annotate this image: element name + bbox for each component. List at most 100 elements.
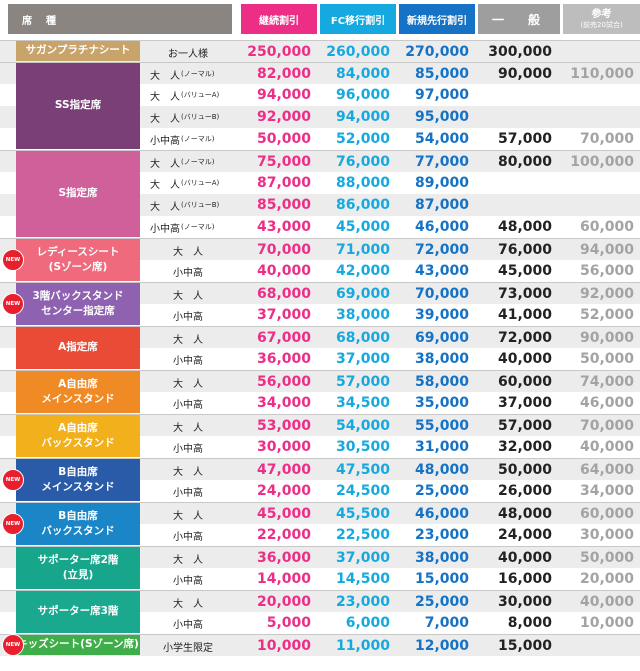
ticket-category: 小中高: [136, 392, 240, 414]
price-fc-transfer: 11,000: [335, 638, 390, 654]
price-reference: [563, 635, 634, 657]
table-row: 小中高 34,000 34,500 35,000 37,000 46,000: [0, 392, 640, 414]
price-fc-transfer: 76,000: [335, 154, 390, 170]
table-row: 小中高 14,000 14,500 15,000 16,000 20,000: [0, 568, 640, 590]
table-row: 大 人 36,000 37,000 38,000 40,000 50,000: [0, 546, 640, 568]
ticket-category: 小中高: [136, 304, 240, 326]
header-fc-transfer-discount: FC移行割引: [320, 4, 396, 34]
price-fc-transfer: 37,000: [335, 550, 390, 566]
price-reference: [563, 84, 634, 106]
price-continuing: 30,000: [256, 439, 311, 455]
ticket-category: 大 人 (バリューA): [136, 84, 240, 106]
seat-type-label: SS指定席: [16, 63, 140, 149]
seat-type-name: SS指定席: [54, 99, 102, 112]
price-continuing: 37,000: [256, 307, 311, 323]
price-fc-transfer: 22,500: [335, 527, 390, 543]
price-fc-transfer: 84,000: [335, 66, 390, 82]
seat-type-name: センター指定席: [41, 305, 115, 317]
price-fc-transfer: 68,000: [335, 330, 390, 346]
price-fc-transfer: 34,500: [335, 395, 390, 411]
seat-type-label: レディースシート (Sゾーン席): [16, 239, 140, 281]
ticket-category: 大 人: [136, 591, 240, 613]
price-new-advance: 85,000: [414, 66, 469, 82]
price-general: 41,000: [497, 307, 552, 323]
price-general: 60,000: [497, 374, 552, 390]
ticket-category-name: 小中高: [173, 443, 203, 455]
table-row: 小中高 40,000 42,000 43,000 45,000 56,000: [0, 260, 640, 282]
ticket-category-name: 大 人: [173, 422, 203, 434]
price-new-advance: 55,000: [414, 418, 469, 434]
price-new-advance: 72,000: [414, 242, 469, 258]
table-row: 小中高 37,000 38,000 39,000 41,000 52,000: [0, 304, 640, 326]
ticket-category-name: 小中高: [173, 575, 203, 587]
price-continuing: 36,000: [256, 351, 311, 367]
price-new-advance: 25,000: [414, 594, 469, 610]
ticket-category-name: 小中高: [150, 223, 180, 235]
price-fc-transfer: 38,000: [335, 307, 390, 323]
price-continuing: 56,000: [256, 374, 311, 390]
price-reference: [563, 194, 634, 216]
price-fc-transfer: 69,000: [335, 286, 390, 302]
ticket-category: 小中高: [136, 568, 240, 590]
table-row: 大 人 (バリューB) 92,000 94,000 95,000: [0, 106, 640, 128]
header-new-advance-discount: 新規先行割引: [399, 4, 475, 34]
header-reference-title: 参考: [591, 9, 612, 21]
price-reference: 64,000: [579, 462, 634, 478]
ticket-category: 大 人 (バリューB): [136, 194, 240, 216]
table-row: 大 人 70,000 71,000 72,000 76,000 94,000: [0, 238, 640, 260]
price-continuing: 22,000: [256, 527, 311, 543]
table-row: 小中高 36,000 37,000 38,000 40,000 50,000: [0, 348, 640, 370]
price-new-advance: 54,000: [414, 131, 469, 147]
ticket-category: 小学生限定: [136, 635, 240, 657]
price-reference: 100,000: [570, 154, 634, 170]
price-new-advance: 12,000: [414, 638, 469, 654]
header-general: 一 般: [478, 4, 560, 34]
price-general: 57,000: [497, 131, 552, 147]
ticket-category-name: 小中高: [173, 531, 203, 543]
price-general: 48,000: [497, 219, 552, 235]
price-general: 37,000: [497, 395, 552, 411]
ticket-category: 小中高 (ノーマル): [136, 216, 240, 238]
ticket-category-name: 大 人: [173, 246, 203, 258]
price-new-advance: 43,000: [414, 263, 469, 279]
price-continuing: 47,000: [256, 462, 311, 478]
seat-type-name: サポーター席2階: [37, 553, 119, 566]
seat-type-name: (立見): [62, 569, 94, 581]
price-general: 32,000: [497, 439, 552, 455]
ticket-category: 大 人 (バリューA): [136, 172, 240, 194]
price-new-advance: 89,000: [414, 175, 469, 191]
price-general: 16,000: [497, 571, 552, 587]
seat-type-name: 3階バックスタンド: [32, 289, 124, 302]
ticket-category-name: 大 人: [173, 334, 203, 346]
price-general: 40,000: [497, 550, 552, 566]
ticket-category-name: 大 人: [150, 201, 180, 213]
price-reference: 60,000: [579, 506, 634, 522]
ticket-category-name: お一人様: [168, 48, 208, 60]
new-badge: NEW: [2, 249, 24, 271]
price-continuing: 24,000: [256, 483, 311, 499]
price-continuing: 92,000: [256, 109, 311, 125]
price-new-advance: 7,000: [424, 615, 469, 631]
price-general: 72,000: [497, 330, 552, 346]
seat-type-label: サポーター席3階: [16, 591, 140, 633]
price-continuing: 75,000: [256, 154, 311, 170]
price-reference: 52,000: [579, 307, 634, 323]
price-fc-transfer: 94,000: [335, 109, 390, 125]
table-row: 小中高 24,000 24,500 25,000 26,000 34,000: [0, 480, 640, 502]
ticket-category: 大 人: [136, 239, 240, 261]
price-fc-transfer: 86,000: [335, 197, 390, 213]
ticket-category-name: 大 人: [150, 91, 180, 103]
price-general: 80,000: [497, 154, 552, 170]
ticket-category-name: 小中高: [173, 487, 203, 499]
ticket-category: 小中高: [136, 524, 240, 546]
seat-type-name: キッズシート(Sゾーン席): [17, 638, 139, 651]
price-continuing: 53,000: [256, 418, 311, 434]
price-reference: 70,000: [579, 418, 634, 434]
price-new-advance: 77,000: [414, 154, 469, 170]
ticket-category-name: 大 人: [173, 378, 203, 390]
price-general: [478, 194, 552, 216]
price-reference: 50,000: [579, 351, 634, 367]
price-general: 50,000: [497, 462, 552, 478]
price-new-advance: 87,000: [414, 197, 469, 213]
ticket-category: 大 人: [136, 283, 240, 305]
